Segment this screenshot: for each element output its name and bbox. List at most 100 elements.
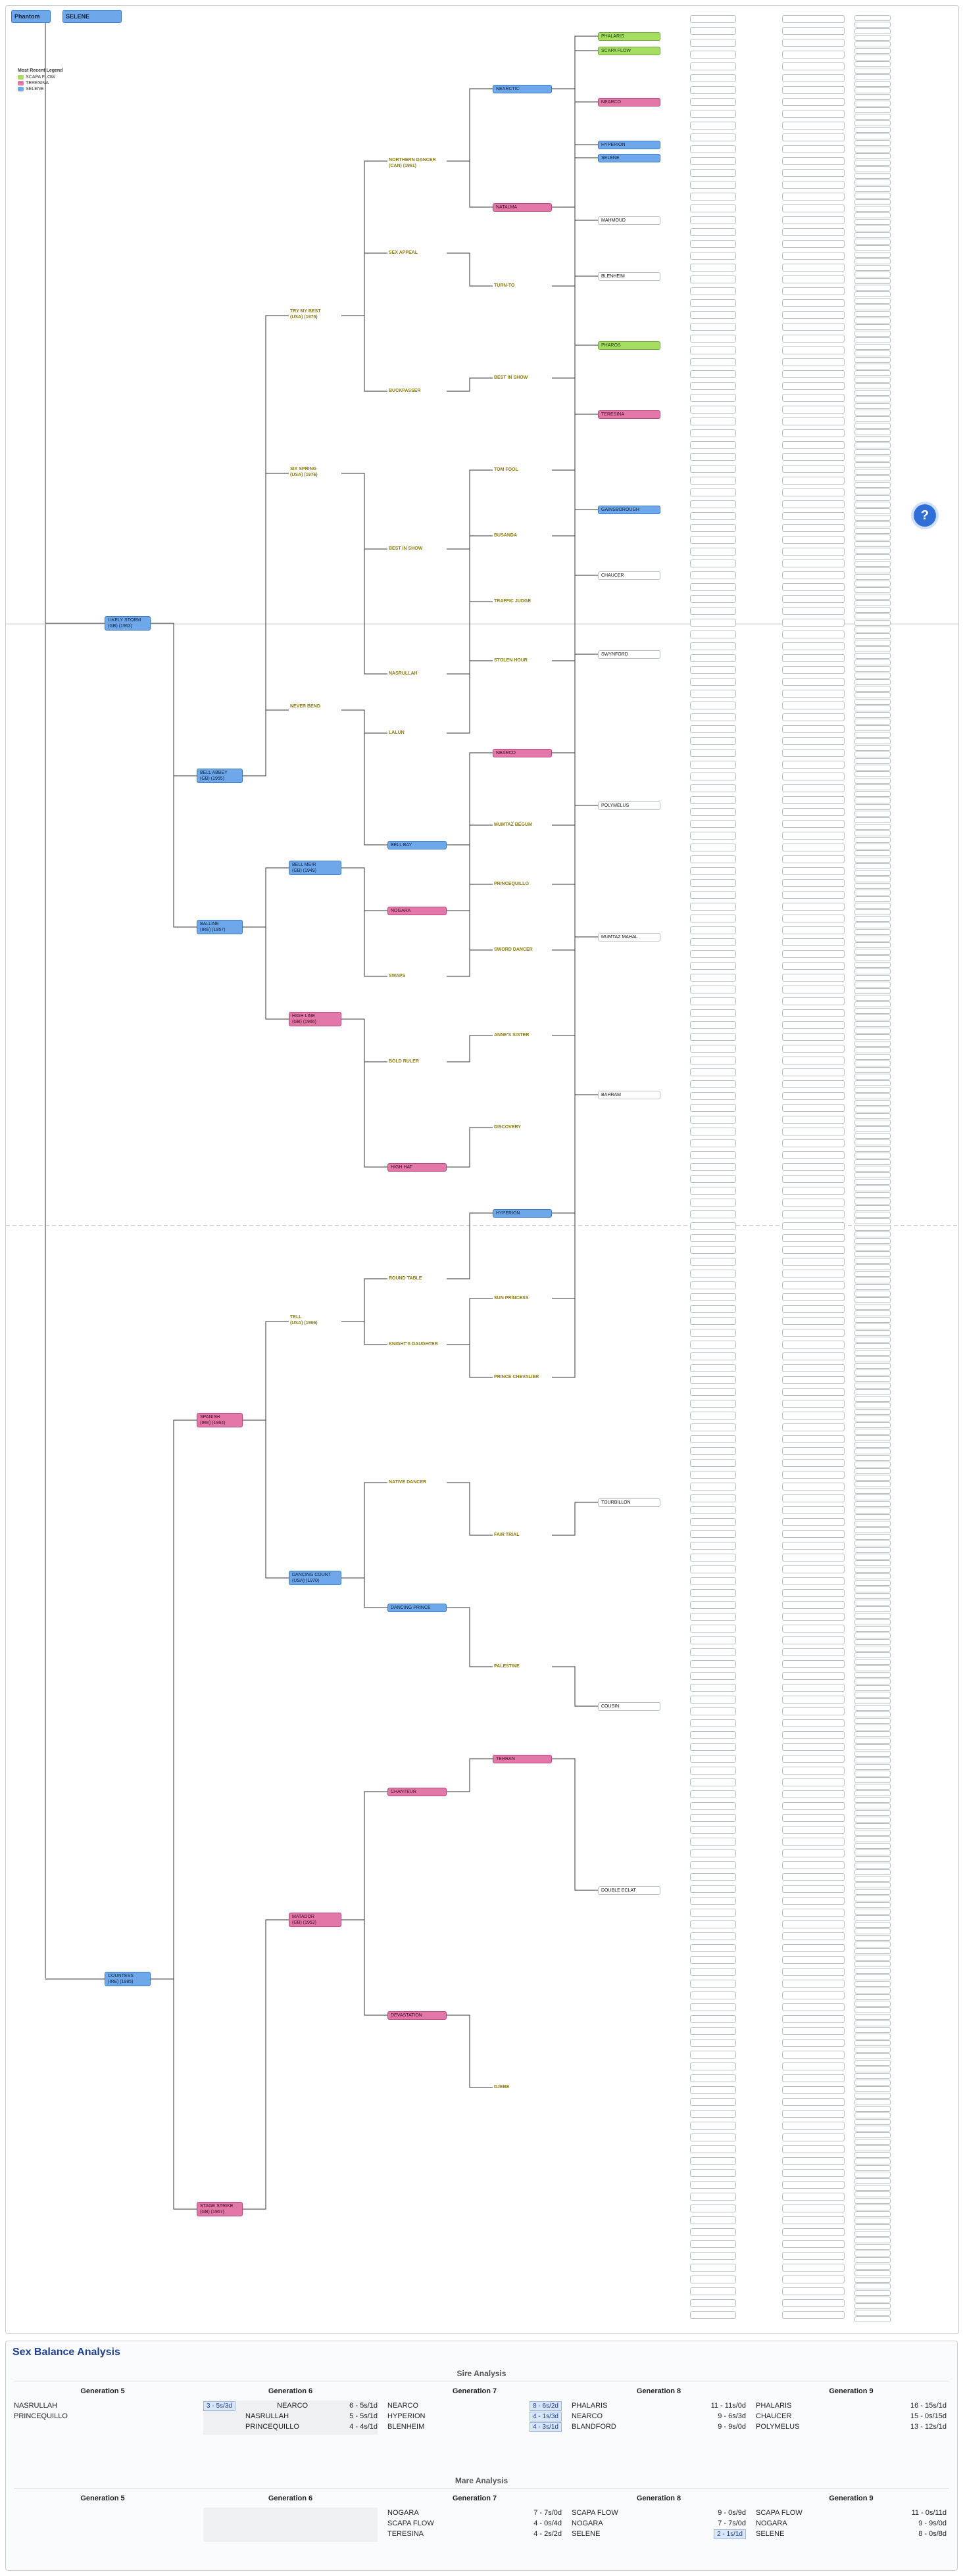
ancestor-slot[interactable] — [782, 1636, 845, 1644]
ancestor-slot[interactable] — [854, 1849, 891, 1855]
ancestor-slot[interactable] — [854, 1830, 891, 1836]
ancestor-slot[interactable] — [854, 48, 891, 54]
ancestor-count-row[interactable]: BLENHEIM 4 - 3s/1d — [387, 2421, 562, 2432]
ancestor-slot[interactable] — [854, 929, 891, 935]
ancestor-slot[interactable] — [854, 1928, 891, 1934]
ancestor-slot[interactable] — [854, 489, 891, 494]
ancestor-slot[interactable] — [854, 1711, 891, 1717]
ancestor-slot[interactable] — [690, 879, 736, 887]
ancestor-slot[interactable] — [854, 1264, 891, 1270]
ancestor-slot[interactable] — [854, 212, 891, 218]
ancestor-slot[interactable] — [854, 1159, 891, 1165]
horse-node[interactable]: BELL BAY — [387, 841, 447, 849]
ancestor-slot[interactable] — [854, 199, 891, 205]
ancestor-slot[interactable] — [782, 784, 845, 792]
ancestor-slot[interactable] — [782, 1128, 845, 1135]
ancestor-slot[interactable] — [782, 2311, 845, 2319]
ancestor-slot[interactable] — [854, 462, 891, 468]
ancestor-slot[interactable] — [854, 133, 891, 139]
ancestor-slot[interactable] — [854, 1698, 891, 1704]
ancestor-slot[interactable] — [690, 1258, 736, 1266]
ancestor-slot[interactable] — [782, 1471, 845, 1479]
ancestor-slot[interactable] — [854, 1363, 891, 1369]
horse-node[interactable]: BOLD RULER — [387, 1058, 447, 1066]
ancestor-slot[interactable] — [782, 2299, 845, 2307]
ancestor-slot[interactable] — [854, 962, 891, 968]
horse-node[interactable]: BALLINE (IRE) (1957) — [197, 920, 243, 934]
ancestor-slot[interactable] — [782, 690, 845, 698]
horse-node[interactable]: FAIR TRIAL — [493, 1531, 552, 1540]
ancestor-slot[interactable] — [690, 394, 736, 402]
ancestor-slot[interactable] — [782, 737, 845, 745]
ancestor-slot[interactable] — [782, 1270, 845, 1277]
ancestor-slot[interactable] — [690, 1518, 736, 1526]
ancestor-slot[interactable] — [782, 311, 845, 319]
ancestor-slot[interactable] — [782, 27, 845, 35]
ancestor-slot[interactable] — [854, 1166, 891, 1172]
ancestor-slot[interactable] — [854, 1902, 891, 1908]
ancestor-slot[interactable] — [690, 2311, 736, 2319]
ancestor-slot[interactable] — [782, 1802, 845, 1810]
ancestor-slot[interactable] — [782, 595, 845, 603]
ancestor-slot[interactable] — [854, 613, 891, 619]
ancestor-slot[interactable] — [782, 678, 845, 686]
ancestor-slot[interactable] — [854, 640, 891, 646]
ancestor-slot[interactable] — [782, 2157, 845, 2165]
ancestor-slot[interactable] — [854, 2165, 891, 2171]
ancestor-slot[interactable] — [782, 1139, 845, 1147]
ancestor-slot[interactable] — [854, 2283, 891, 2289]
horse-node[interactable]: TOURBILLON — [598, 1498, 660, 1507]
horse-node[interactable]: SIX SPRING (USA) (1976) — [289, 466, 341, 481]
ancestor-slot[interactable] — [690, 1849, 736, 1857]
ancestor-count-row[interactable]: SCAPA FLOW 9 - 0s/9d — [572, 2508, 746, 2518]
ancestor-slot[interactable] — [782, 441, 845, 449]
ancestor-slot[interactable] — [782, 820, 845, 828]
ancestor-slot[interactable] — [854, 1718, 891, 1724]
ancestor-slot[interactable] — [854, 1442, 891, 1448]
ancestor-slot[interactable] — [854, 1810, 891, 1816]
ancestor-slot[interactable] — [854, 1291, 891, 1297]
horse-node[interactable]: TRY MY BEST (USA) (1975) — [289, 308, 341, 323]
ancestor-slot[interactable] — [854, 1494, 891, 1500]
ancestor-slot[interactable] — [854, 2007, 891, 2013]
ancestor-slot[interactable] — [690, 2299, 736, 2307]
ancestor-slot[interactable] — [690, 1270, 736, 1277]
ancestor-slot[interactable] — [854, 1416, 891, 1421]
ancestor-slot[interactable] — [782, 702, 845, 709]
ancestor-slot[interactable] — [854, 1882, 891, 1888]
ancestor-slot[interactable] — [782, 346, 845, 354]
ancestor-slot[interactable] — [782, 370, 845, 378]
ancestor-slot[interactable] — [854, 2178, 891, 2184]
ancestor-slot[interactable] — [782, 867, 845, 875]
ancestor-slot[interactable] — [854, 1646, 891, 1652]
ancestor-slot[interactable] — [854, 232, 891, 238]
horse-node[interactable]: COUSIN — [598, 1702, 660, 1711]
ancestor-slot[interactable] — [854, 1540, 891, 1546]
ancestor-slot[interactable] — [782, 1944, 845, 1952]
ancestor-slot[interactable] — [854, 535, 891, 540]
ancestor-slot[interactable] — [854, 2145, 891, 2151]
ancestor-slot[interactable] — [782, 1222, 845, 1230]
ancestor-slot[interactable] — [854, 2270, 891, 2276]
ancestor-slot[interactable] — [854, 890, 891, 895]
ancestor-slot[interactable] — [782, 1447, 845, 1455]
ancestor-slot[interactable] — [854, 653, 891, 659]
ancestor-slot[interactable] — [854, 1757, 891, 1763]
ancestor-slot[interactable] — [854, 1876, 891, 1882]
ancestor-slot[interactable] — [854, 1836, 891, 1842]
ancestor-slot[interactable] — [690, 1530, 736, 1538]
ancestor-slot[interactable] — [854, 1409, 891, 1415]
ancestor-slot[interactable] — [782, 1731, 845, 1739]
ancestor-slot[interactable] — [854, 1028, 891, 1034]
ancestor-slot[interactable] — [854, 791, 891, 797]
ancestor-slot[interactable] — [854, 2014, 891, 2020]
ancestor-slot[interactable] — [690, 1423, 736, 1431]
ancestor-slot[interactable] — [854, 982, 891, 988]
ancestor-slot[interactable] — [690, 560, 736, 567]
ancestor-slot[interactable] — [854, 1501, 891, 1507]
ancestor-count-row[interactable]: NASRULLAH — [14, 2400, 191, 2411]
ancestor-slot[interactable] — [854, 1199, 891, 1205]
horse-node[interactable]: TOM FOOL — [493, 466, 552, 475]
ancestor-slot[interactable] — [854, 515, 891, 521]
ancestor-slot[interactable] — [690, 133, 736, 141]
